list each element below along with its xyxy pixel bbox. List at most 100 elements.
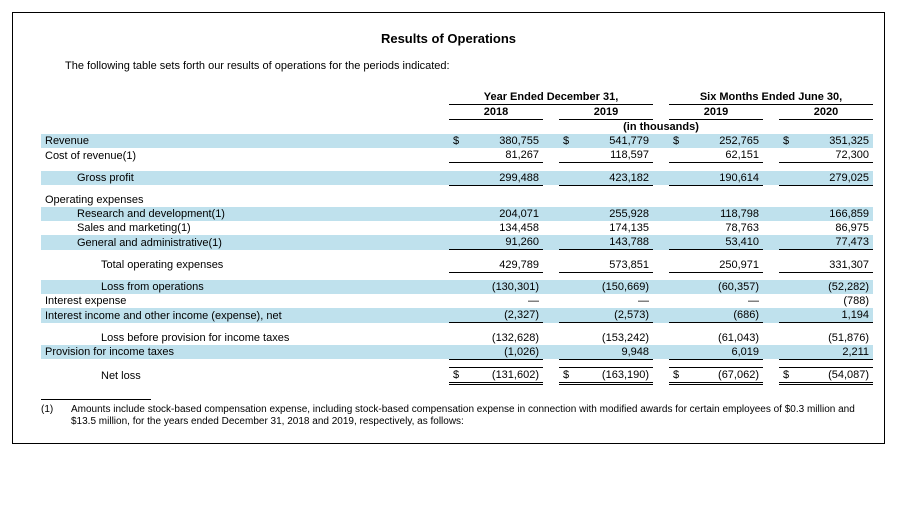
table-row: Total operating expenses429,789573,85125… (41, 258, 873, 273)
table-row: Sales and marketing(1)134,458174,13578,7… (41, 221, 873, 235)
currency-symbol (449, 258, 461, 273)
currency-symbol (559, 221, 571, 235)
table-row: Loss from operations(130,301)(150,669)(6… (41, 280, 873, 294)
table-row: Net loss$(131,602)$(163,190)$(67,062)$(5… (41, 367, 873, 383)
table-body: Revenue$380,755$541,779$252,765$351,325C… (41, 134, 873, 383)
cell-value: 53,410 (681, 235, 763, 250)
currency-symbol (669, 207, 681, 221)
row-label: General and administrative(1) (41, 235, 449, 250)
cell-value: (132,628) (461, 331, 543, 345)
cell-value: 541,779 (571, 134, 653, 148)
currency-symbol (449, 221, 461, 235)
row-label: Provision for income taxes (41, 345, 449, 360)
row-label: Net loss (41, 367, 449, 383)
cell-value: (60,357) (681, 280, 763, 294)
currency-symbol (779, 221, 791, 235)
currency-symbol (779, 235, 791, 250)
currency-symbol: $ (559, 134, 571, 148)
table-row (41, 185, 873, 193)
row-label: Interest income and other income (expens… (41, 308, 449, 323)
cell-value: 204,071 (461, 207, 543, 221)
cell-value: 78,763 (681, 221, 763, 235)
table-row (41, 359, 873, 367)
table-row: Research and development(1)204,071255,92… (41, 207, 873, 221)
row-label: Loss before provision for income taxes (41, 331, 449, 345)
cell-value: 86,975 (791, 221, 873, 235)
cell-value: 380,755 (461, 134, 543, 148)
currency-symbol: $ (779, 367, 791, 383)
cell-value: 118,798 (681, 207, 763, 221)
currency-symbol (559, 207, 571, 221)
page-title: Results of Operations (41, 31, 856, 46)
currency-symbol (669, 235, 681, 250)
footnote-mark: (1) (41, 404, 71, 429)
cell-value: 2,211 (791, 345, 873, 360)
currency-symbol (669, 171, 681, 186)
cell-value: 252,765 (681, 134, 763, 148)
currency-symbol (449, 345, 461, 360)
cell-value: 351,325 (791, 134, 873, 148)
cell-value: 166,859 (791, 207, 873, 221)
cell-value: 62,151 (681, 148, 763, 163)
cell-value: (686) (681, 308, 763, 323)
currency-symbol (559, 331, 571, 345)
currency-symbol (669, 193, 681, 207)
header-unit-row: (in thousands) (41, 120, 873, 135)
currency-symbol (779, 308, 791, 323)
row-label: Operating expenses (41, 193, 449, 207)
currency-symbol (559, 148, 571, 163)
currency-symbol (669, 148, 681, 163)
table-row: Operating expenses (41, 193, 873, 207)
cell-value: 331,307 (791, 258, 873, 273)
currency-symbol (559, 171, 571, 186)
currency-symbol (779, 345, 791, 360)
cell-value: (163,190) (571, 367, 653, 383)
row-label: Gross profit (41, 171, 449, 186)
currency-symbol (559, 308, 571, 323)
table-row: Interest expense———(788) (41, 294, 873, 308)
header-year-row: 2018 2019 2019 2020 (41, 105, 873, 120)
header-group-row: Year Ended December 31, Six Months Ended… (41, 90, 873, 105)
currency-symbol (449, 193, 461, 207)
table-row: General and administrative(1)91,260143,7… (41, 235, 873, 250)
currency-symbol (449, 294, 461, 308)
currency-symbol (449, 207, 461, 221)
table-row (41, 163, 873, 171)
cell-value: (788) (791, 294, 873, 308)
cell-value: 279,025 (791, 171, 873, 186)
row-label: Interest expense (41, 294, 449, 308)
currency-symbol: $ (449, 134, 461, 148)
cell-value: (52,282) (791, 280, 873, 294)
cell-value: (61,043) (681, 331, 763, 345)
table-row: Revenue$380,755$541,779$252,765$351,325 (41, 134, 873, 148)
cell-value: (153,242) (571, 331, 653, 345)
cell-value (461, 193, 543, 207)
cell-value: (1,026) (461, 345, 543, 360)
table-row: Gross profit 299,488 423,182 190,614 279,025 (41, 171, 873, 186)
cell-value: (130,301) (461, 280, 543, 294)
currency-symbol (559, 193, 571, 207)
currency-symbol (449, 171, 461, 186)
cell-value: — (571, 294, 653, 308)
currency-symbol (669, 294, 681, 308)
currency-symbol (779, 193, 791, 207)
footnote-rule (41, 399, 151, 400)
cell-value: 190,614 (681, 171, 763, 186)
cell-value (791, 193, 873, 207)
intro-text: The following table sets forth our resul… (41, 60, 856, 72)
row-label: Research and development(1) (41, 207, 449, 221)
cell-value: (2,327) (461, 308, 543, 323)
cell-value (681, 193, 763, 207)
cell-value: 118,597 (571, 148, 653, 163)
page-frame: Results of Operations The following tabl… (12, 12, 885, 444)
cell-value: (67,062) (681, 367, 763, 383)
table-row: Provision for income taxes(1,026)9,9486,… (41, 345, 873, 360)
currency-symbol (559, 345, 571, 360)
row-label: Total operating expenses (41, 258, 449, 273)
cell-value: 423,182 (571, 171, 653, 186)
currency-symbol (669, 221, 681, 235)
table-row (41, 250, 873, 258)
cell-value: 174,135 (571, 221, 653, 235)
cell-value: 81,267 (461, 148, 543, 163)
cell-value: 299,488 (461, 171, 543, 186)
